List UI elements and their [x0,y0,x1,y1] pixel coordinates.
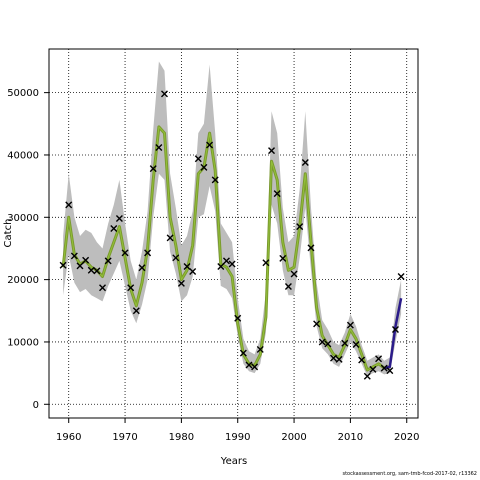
observed-catch-point [251,363,259,371]
x-tick-label: 2020 [394,432,419,443]
observed-catch-point [217,263,225,271]
y-tick-label: 20000 [7,275,39,286]
observed-catch-point [82,256,90,264]
x-tick-label: 2000 [281,432,306,443]
x-tick-label: 1980 [169,432,194,443]
observed-catch-point [222,257,230,265]
observed-catch-point [189,268,197,276]
observed-catch-point [228,260,236,268]
y-tick-label: 0 [33,400,39,411]
observed-catch-point [386,367,394,375]
observed-catch-point [397,273,405,281]
observed-catch-point [273,190,281,198]
observed-catch-point [245,361,253,369]
observed-catch-point [87,266,95,274]
observed-catch-point [290,270,298,278]
observed-catch-point [93,267,101,275]
observed-catch-point [70,252,78,260]
observed-catch-point [296,223,304,231]
y-tick-label: 40000 [7,150,39,161]
observed-points [59,90,405,380]
x-tick-label: 1970 [112,432,137,443]
axes: 1960 1970 1980 1990 2000 2010 2020 0 10000 20000 3… [7,48,419,443]
observed-catch-point [234,314,242,322]
observed-catch-point [301,158,309,166]
observed-catch-point [307,244,315,252]
observed-catch-point [341,339,349,347]
y-tick-label: 10000 [7,337,39,348]
observed-catch-point [268,147,276,155]
observed-catch-point [127,284,135,292]
observed-catch-point [324,340,332,348]
observed-catch-point [239,349,247,357]
observed-catch-point [256,345,264,353]
observed-catch-point [352,340,360,348]
observed-catch-point [110,225,118,233]
x-tick-label: 2010 [338,432,363,443]
x-tick-label: 1990 [225,432,250,443]
y-tick-label: 50000 [7,88,39,99]
x-tick-label: 1960 [56,432,81,443]
observed-catch-point [318,338,326,346]
observed-catch-point [369,365,377,373]
observed-catch-point [144,249,152,257]
observed-catch-point [380,364,388,372]
observed-catch-point [99,284,107,292]
observed-catch-point [183,263,191,271]
observed-catch-point [149,165,157,173]
observed-catch-point [194,155,202,163]
observed-catch-point [155,143,163,151]
observed-catch-point [160,90,168,98]
observed-catch-point [76,262,84,270]
observed-catch-point [121,249,129,257]
observed-catch-point [375,355,383,363]
y-axis-title: Catch [3,219,14,248]
observed-catch-point [284,282,292,290]
y-tick-label: 30000 [7,213,39,224]
observed-catch-point [262,259,270,267]
x-axis-title: Years [220,456,247,467]
observed-catch-point [132,307,140,315]
observed-catch-point [177,279,185,287]
observed-catch-point [172,254,180,262]
observed-catch-point [358,356,366,364]
observed-catch-point [346,321,354,329]
observed-catch-point [115,215,123,223]
observed-catch-point [279,254,287,262]
observed-catch-point [59,261,67,269]
observed-catch-point [335,355,343,363]
observed-catch-point [104,257,112,265]
source-credit: stockassessment.org, sam-tmb-fcod-2017-0… [342,471,477,477]
observed-catch-point [166,234,174,242]
observed-catch-point [138,264,146,272]
plot-frame [48,48,419,419]
observed-catch-point [206,141,214,149]
observed-catch-point [391,325,399,333]
observed-catch-point [363,372,371,380]
observed-catch-point [65,201,73,209]
observed-catch-point [330,354,337,362]
observed-catch-point [313,320,321,328]
observed-catch-point [211,176,219,184]
observed-catch-point [200,163,208,171]
